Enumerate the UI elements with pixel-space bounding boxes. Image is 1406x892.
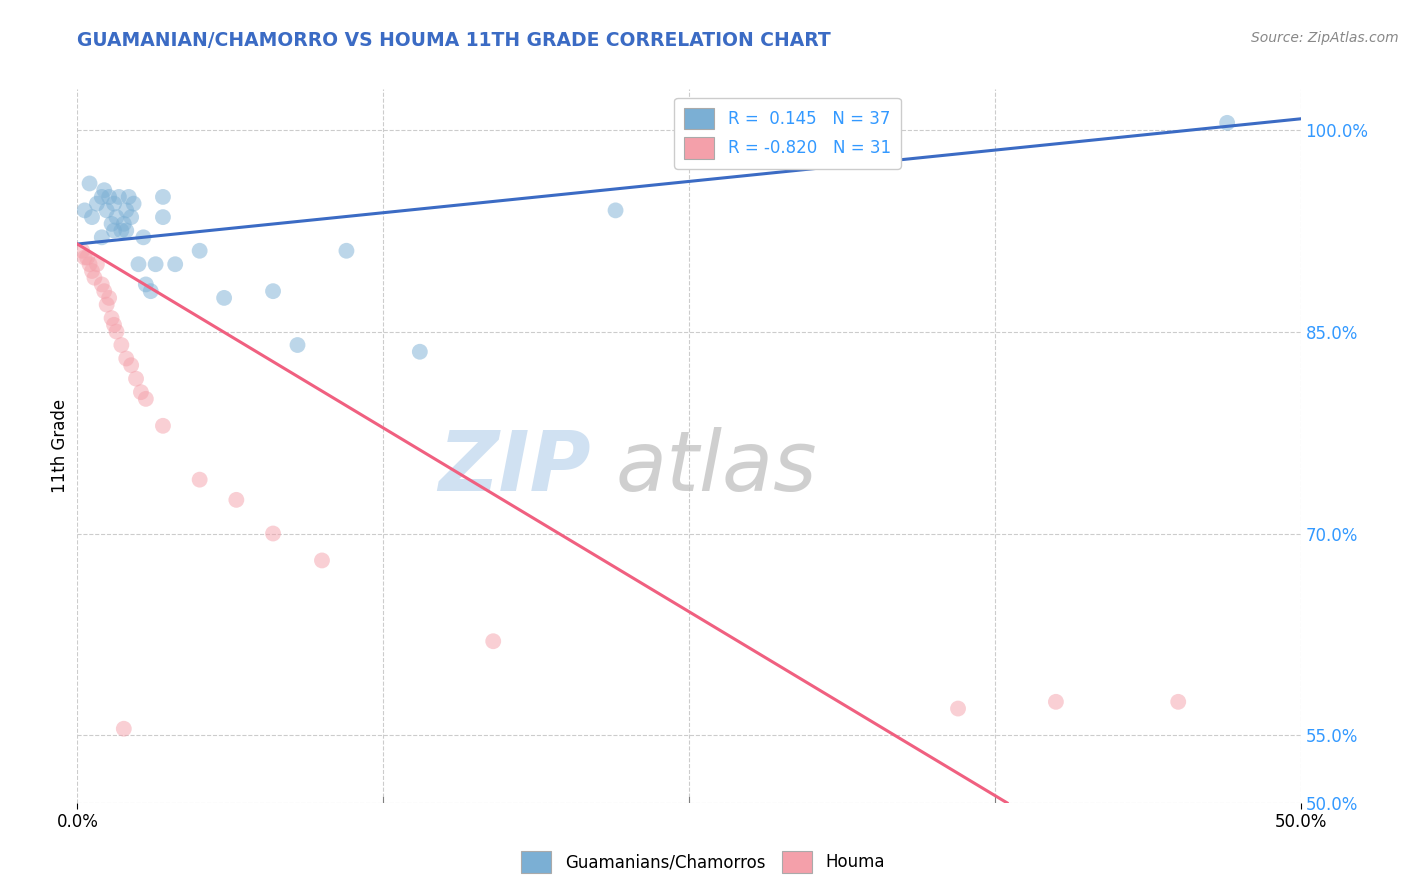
Point (90, 230, 112, 244)
Point (70, 244, 93, 258)
Point (105, 325, 128, 339)
Point (120, 358, 142, 372)
Point (96, 298, 118, 312)
Point (188, 473, 211, 487)
Point (100, 311, 122, 326)
Point (135, 277, 157, 292)
Point (110, 223, 132, 237)
Point (135, 392, 157, 406)
Text: ZIP: ZIP (439, 427, 591, 508)
Point (73, 251, 96, 265)
Point (165, 257, 187, 271)
Point (188, 244, 211, 258)
Point (73, 203, 96, 218)
Point (86, 257, 108, 271)
Point (1216, 116, 1239, 130)
Point (80, 210, 103, 224)
Point (103, 196, 125, 211)
Text: atlas: atlas (616, 427, 817, 508)
Point (103, 223, 125, 237)
Point (132, 230, 155, 244)
Point (212, 291, 235, 305)
Point (152, 418, 174, 433)
Point (1167, 695, 1189, 709)
Point (605, 203, 627, 218)
Legend: R =  0.145   N = 37, R = -0.820   N = 31: R = 0.145 N = 37, R = -0.820 N = 31 (675, 97, 901, 169)
Point (110, 338, 132, 352)
Point (96, 203, 118, 218)
Point (90, 277, 112, 292)
Point (98, 291, 121, 305)
Point (80, 264, 103, 278)
Point (287, 338, 309, 352)
Point (112, 217, 135, 231)
Point (262, 526, 284, 541)
Point (145, 257, 167, 271)
Point (105, 210, 128, 224)
Text: Source: ZipAtlas.com: Source: ZipAtlas.com (1251, 31, 1399, 45)
Point (79, 177, 101, 191)
Point (76, 251, 98, 265)
Point (100, 217, 122, 231)
Point (115, 223, 138, 237)
Y-axis label: 11th Grade: 11th Grade (51, 399, 69, 493)
Point (122, 196, 145, 211)
Point (482, 634, 505, 648)
Text: GUAMANIAN/CHAMORRO VS HOUMA 11TH GRADE CORRELATION CHART: GUAMANIAN/CHAMORRO VS HOUMA 11TH GRADE C… (77, 31, 831, 50)
Point (335, 244, 357, 258)
Point (98, 190, 121, 204)
Point (112, 722, 135, 736)
Point (125, 372, 148, 386)
Point (93, 183, 115, 197)
Point (118, 190, 141, 204)
Point (93, 284, 115, 298)
Point (103, 318, 125, 332)
Point (946, 701, 969, 715)
Point (115, 203, 138, 218)
Point (139, 284, 162, 298)
Point (409, 344, 432, 359)
Point (152, 210, 174, 224)
Point (83, 270, 105, 285)
Legend: Guamanians/Chamorros, Houma: Guamanians/Chamorros, Houma (515, 845, 891, 880)
Point (120, 210, 142, 224)
Point (79, 257, 101, 271)
Point (86, 196, 108, 211)
Point (152, 190, 174, 204)
Point (311, 553, 333, 567)
Point (225, 492, 247, 507)
Point (129, 385, 152, 400)
Point (115, 351, 138, 366)
Point (262, 284, 284, 298)
Point (108, 190, 131, 204)
Point (127, 257, 149, 271)
Point (1045, 695, 1067, 709)
Point (90, 190, 112, 204)
